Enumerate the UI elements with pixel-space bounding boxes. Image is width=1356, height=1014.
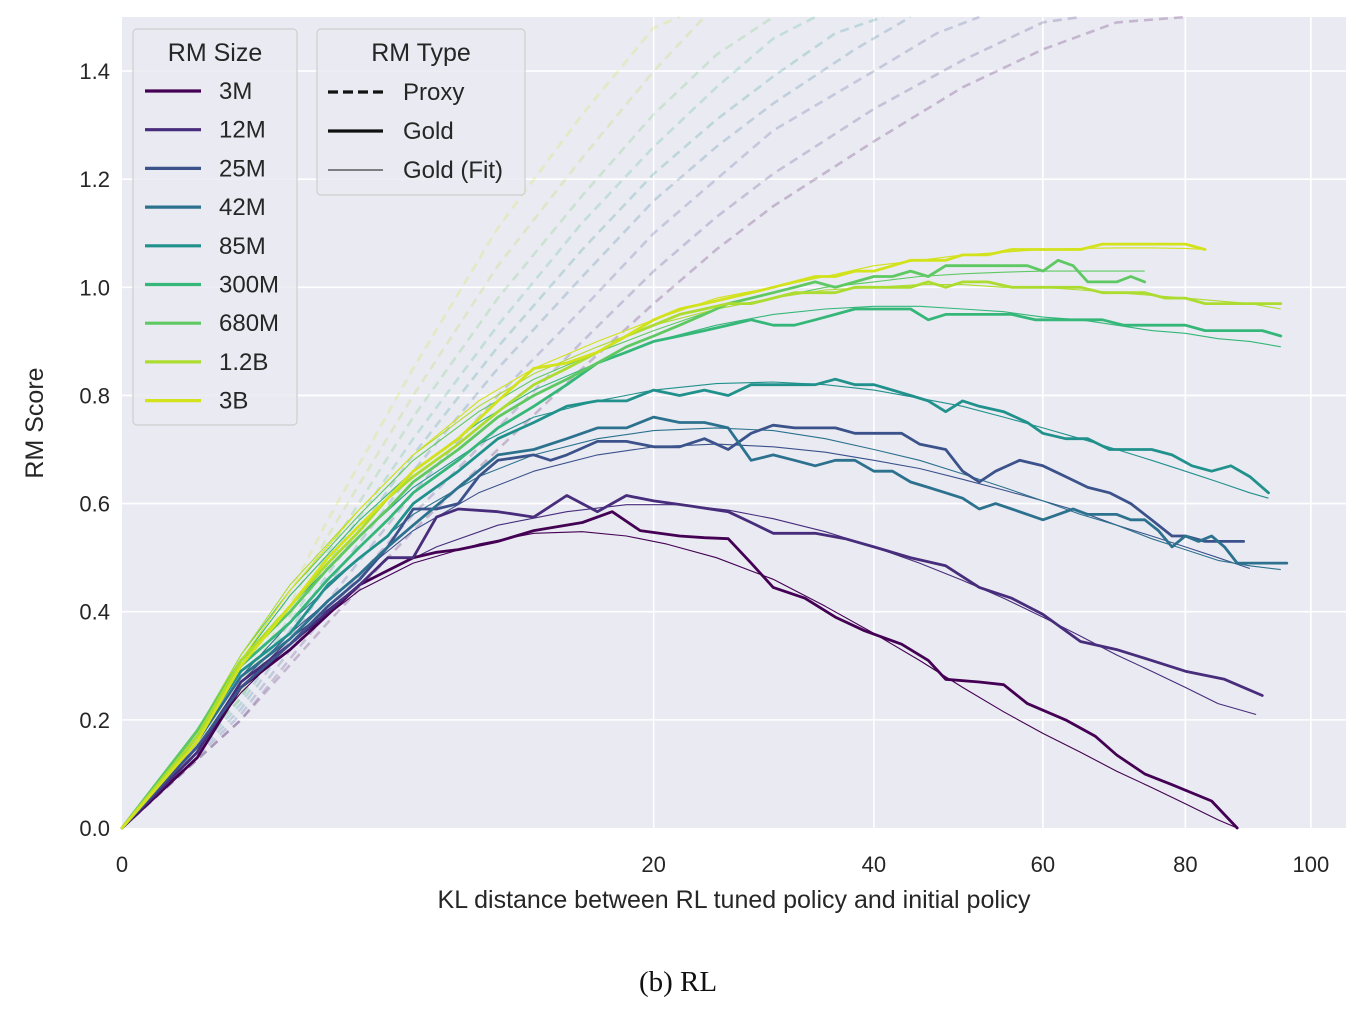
x-axis-label: KL distance between RL tuned policy and … [438, 886, 1031, 914]
legend-rm-size-frame [132, 28, 298, 426]
y-tick-label-3: 0.6 [79, 492, 110, 517]
legend-rm-type-frame [316, 28, 526, 196]
legend-type-label-dashed: Proxy [403, 79, 464, 106]
legend-type-label-thin: Gold (Fit) [403, 157, 503, 184]
gold-line-85M [120, 377, 1270, 830]
x-tick-label-5: 100 [1292, 852, 1329, 877]
legend-rm-size-title: RM Size [168, 39, 262, 67]
proxy-line-85M [121, 15, 884, 829]
legend-label-3M: 3M [219, 78, 252, 105]
legend-type-label-solid: Gold [403, 118, 454, 145]
proxy-line-25M [121, 15, 980, 829]
legend-label-12M: 12M [219, 117, 266, 144]
y-tick-label-1: 0.2 [79, 708, 110, 733]
axis-ticks: 0 20 40 60 80 100 0.0 0.2 0.4 0.6 0.8 1.0 1.2 1.4 [79, 59, 1329, 877]
proxy-line-1.2B [121, 16, 706, 829]
y-tick-label-2: 0.4 [79, 600, 110, 625]
figure-caption: (b) RL [638, 966, 718, 998]
gold-fit-line-3M [121, 531, 1238, 829]
gold-line-42M [120, 415, 1289, 830]
proxy-line-12M [121, 15, 1081, 829]
legend-rm-type: RM Type Proxy Gold Gold (Fit) [316, 28, 526, 196]
y-axis-label: RM Score [21, 367, 49, 478]
legend-label-1.2B: 1.2B [219, 349, 268, 376]
legend-label-300M: 300M [219, 272, 279, 299]
y-tick-label-7: 1.4 [79, 59, 110, 84]
gold-line-680M [120, 258, 1147, 830]
proxy-line-300M [121, 15, 816, 829]
gold-fit-line-300M [121, 305, 1281, 829]
x-tick-label-0: 0 [116, 852, 128, 877]
gold-line-1.2B [120, 280, 1283, 830]
x-tick-label-4: 80 [1173, 852, 1197, 877]
gold-line-12M [120, 494, 1264, 830]
y-tick-label-5: 1.0 [79, 275, 110, 300]
y-tick-label-0: 0.0 [79, 816, 110, 841]
proxy-line-3M [121, 15, 1186, 829]
x-tick-label-3: 60 [1031, 852, 1055, 877]
legend-label-85M: 85M [219, 233, 266, 260]
legend-label-42M: 42M [219, 194, 266, 221]
legend-label-25M: 25M [219, 155, 266, 182]
legend-label-680M: 680M [219, 310, 279, 337]
proxy-lines [121, 15, 1186, 829]
legend-rm-size: RM Size 3M 12M 25M 42M 85M 300M 680M 1.2B 3B [132, 28, 298, 426]
x-tick-label-2: 40 [862, 852, 886, 877]
y-tick-label-4: 0.8 [79, 383, 110, 408]
gold-line-25M [120, 423, 1245, 830]
gold-line-300M [120, 307, 1283, 830]
gold-lines [120, 242, 1289, 830]
plot-background [122, 17, 1346, 828]
legend-rm-type-title: RM Type [371, 39, 471, 67]
proxy-line-42M [121, 15, 912, 829]
gold-line-3M [120, 510, 1239, 830]
legend-label-3B: 3B [219, 388, 248, 415]
x-tick-label-1: 20 [641, 852, 665, 877]
y-tick-label-6: 1.2 [79, 167, 110, 192]
gold-line-3B [120, 242, 1207, 830]
